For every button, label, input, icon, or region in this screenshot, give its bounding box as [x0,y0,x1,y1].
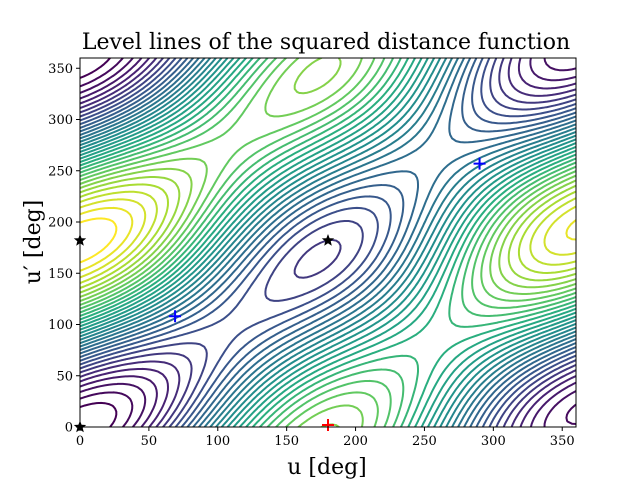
contour-level-line [80,58,118,427]
contour-level-line [80,176,576,294]
contour-level-line [80,58,576,427]
y-tick-label: 100 [48,318,73,333]
x-tick-label: 0 [76,434,84,449]
x-tick-label: 50 [141,434,158,449]
y-tick-label: 350 [48,62,73,77]
contour-level-line [80,58,576,427]
global-maximum-marker [322,418,334,431]
contour-level-line [80,58,576,427]
contour-lines [80,58,576,427]
x-tick-label: 150 [274,434,299,449]
contour-level-line [80,58,576,427]
contour-level-line [80,58,576,427]
x-tick-label: 300 [481,434,506,449]
y-axis-label: u′ [deg] [21,200,46,285]
contour-level-line [80,58,576,427]
y-tick-label: 300 [48,113,73,128]
contour-level-line [80,58,576,427]
x-tick-label: 100 [205,434,230,449]
y-tick-label: 50 [56,369,73,384]
x-tick-label: 350 [550,434,575,449]
x-tick-label: 200 [343,434,368,449]
local-minimum-marker [169,310,182,323]
contour-level-line [80,58,576,427]
saddle-point-marker [321,234,335,246]
contour-level-line [80,58,576,427]
plot-frame [79,57,577,428]
contour-level-line [80,58,576,427]
contour-level-line [80,58,576,427]
x-tick-label: 250 [412,434,437,449]
contour-level-line [80,58,576,427]
contour-level-line [80,58,576,427]
y-axis-ticks: 0 50 100 150 200 250 300 350 [48,62,80,436]
y-tick-label: 250 [48,164,73,179]
contour-level-line [80,58,576,427]
contour-level-line [80,198,576,279]
contour-level-line [80,190,576,284]
contour-level-line [80,217,118,264]
contour-level-line [80,183,576,289]
y-tick-label: 200 [48,216,73,231]
contour-level-line [80,58,576,427]
local-minimum-marker [473,157,486,170]
x-axis-ticks: 0 50 100 150 200 250 300 350 [76,427,575,449]
contour-level-line [80,58,576,427]
y-tick-label: 150 [48,267,73,282]
contour-level-line [80,206,576,272]
x-axis-label: u [deg] [287,455,367,480]
contour-level-line [80,58,576,427]
contour-level-line [80,58,576,427]
y-tick-label: 0 [65,421,73,436]
contour-level-line [80,58,576,427]
chart-title: Level lines of the squared distance func… [82,30,570,55]
contour-level-line [80,58,576,427]
